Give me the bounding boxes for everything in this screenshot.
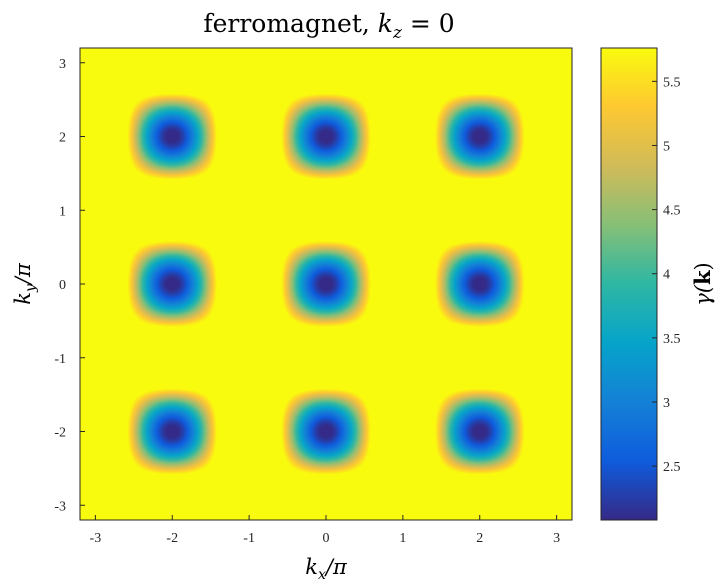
colorbar-tick-label: 5	[663, 139, 670, 154]
title-text: ferromagnet,	[203, 9, 377, 38]
chart-title: ferromagnet, kz = 0	[203, 9, 454, 43]
colorbar-tick-label: 5.5	[663, 75, 681, 90]
y-tick-label: 0	[59, 278, 66, 293]
x-tick-label: 2	[476, 531, 483, 546]
y-tick-label: 2	[59, 131, 66, 146]
y-tick-label: -2	[54, 426, 66, 441]
colorbar-frame	[600, 47, 658, 521]
colorbar-label: γ(k)	[690, 262, 715, 306]
x-tick-label: -2	[166, 531, 178, 546]
heatmap-surface	[80, 48, 572, 520]
x-axis-label: kx/π	[305, 555, 348, 581]
x-axis: -3 -2 -1 0 1 2 3	[90, 515, 560, 546]
colorbar	[600, 47, 658, 521]
x-tick-label: -3	[90, 531, 102, 546]
colorbar-gradient	[601, 48, 657, 520]
y-tick-label: 1	[59, 204, 66, 219]
x-tick-label: -1	[243, 531, 255, 546]
x-tick-label: 1	[399, 531, 406, 546]
colorbar-tick-label: 3	[663, 396, 670, 411]
y-axis: 3 2 1 0 -1 -2 -3	[54, 57, 85, 514]
x-tick-label: 0	[323, 531, 330, 546]
colorbar-tick-label: 4.5	[663, 204, 681, 219]
y-tick-label: 3	[59, 57, 66, 72]
x-tick-label: 3	[553, 531, 560, 546]
y-tick-label: -1	[54, 352, 66, 367]
colorbar-tick-label: 2.5	[663, 460, 681, 475]
colorbar-tick-label: 3.5	[663, 332, 681, 347]
plot-area	[79, 47, 573, 521]
colorbar-tick-label: 4	[663, 268, 670, 283]
colorbar-axis: 5.5 5 4.5 4 3.5 3 2.5	[652, 75, 681, 475]
y-tick-label: -3	[54, 499, 66, 514]
y-axis-label: ky/π	[11, 262, 39, 305]
